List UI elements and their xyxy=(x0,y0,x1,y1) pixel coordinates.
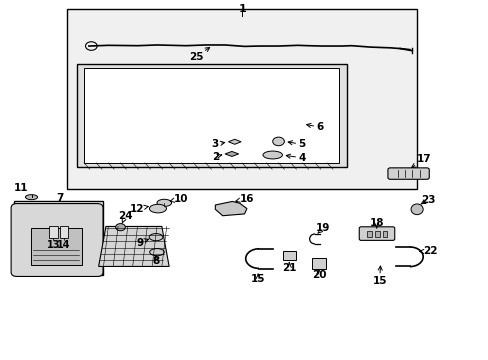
Text: 13: 13 xyxy=(46,240,60,250)
Polygon shape xyxy=(99,226,169,266)
Circle shape xyxy=(116,224,125,231)
Text: 1: 1 xyxy=(238,4,245,14)
Text: 22: 22 xyxy=(419,247,437,256)
Bar xyxy=(382,231,386,237)
Text: 14: 14 xyxy=(57,240,71,250)
Bar xyxy=(30,228,81,265)
Polygon shape xyxy=(215,202,246,216)
Bar xyxy=(67,9,416,189)
Text: 17: 17 xyxy=(411,154,431,167)
Bar xyxy=(77,64,346,167)
Text: 15: 15 xyxy=(372,266,386,286)
Text: 25: 25 xyxy=(188,48,209,62)
Bar xyxy=(311,258,325,269)
Text: 21: 21 xyxy=(282,262,296,273)
Polygon shape xyxy=(228,139,241,144)
Bar xyxy=(49,226,58,238)
Text: 12: 12 xyxy=(130,203,148,213)
Text: 7: 7 xyxy=(56,193,63,203)
Text: 3: 3 xyxy=(211,139,224,149)
Ellipse shape xyxy=(25,195,38,200)
Ellipse shape xyxy=(157,199,171,206)
Text: 10: 10 xyxy=(170,194,188,203)
Bar xyxy=(14,202,103,275)
Bar xyxy=(283,251,295,260)
FancyBboxPatch shape xyxy=(387,168,428,179)
Text: 18: 18 xyxy=(369,218,383,228)
FancyBboxPatch shape xyxy=(359,227,394,240)
Bar xyxy=(366,231,371,237)
Text: 6: 6 xyxy=(306,122,323,132)
Ellipse shape xyxy=(149,249,164,256)
Text: 16: 16 xyxy=(235,194,254,203)
Text: 9: 9 xyxy=(136,238,148,248)
Ellipse shape xyxy=(149,234,163,241)
FancyBboxPatch shape xyxy=(11,203,103,276)
Ellipse shape xyxy=(410,204,422,215)
Text: 2: 2 xyxy=(211,152,221,162)
Bar xyxy=(374,231,379,237)
Ellipse shape xyxy=(149,204,166,213)
Ellipse shape xyxy=(263,151,282,159)
Text: 20: 20 xyxy=(311,269,325,280)
Text: 19: 19 xyxy=(315,223,330,233)
Text: 8: 8 xyxy=(152,256,159,266)
Bar xyxy=(84,68,339,163)
Text: 15: 15 xyxy=(250,274,265,284)
Bar xyxy=(60,226,68,238)
Text: 5: 5 xyxy=(287,139,305,149)
Text: 4: 4 xyxy=(285,153,305,163)
Polygon shape xyxy=(224,152,238,157)
Circle shape xyxy=(272,137,284,146)
Text: 24: 24 xyxy=(118,211,132,223)
Text: 23: 23 xyxy=(420,195,435,204)
Text: 11: 11 xyxy=(14,183,28,193)
